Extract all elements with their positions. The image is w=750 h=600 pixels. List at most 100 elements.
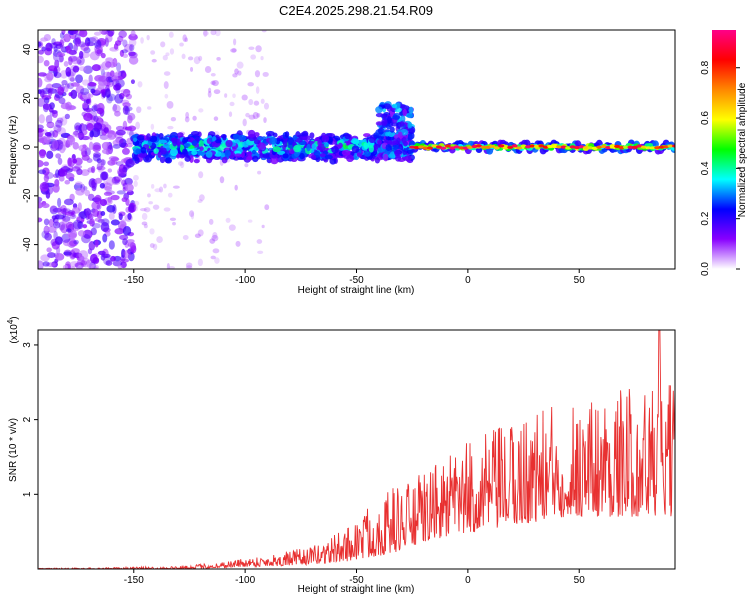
spectrogram-cell bbox=[104, 185, 113, 192]
spectrogram-cell bbox=[149, 135, 158, 143]
spectrogram-cell bbox=[75, 74, 83, 84]
spectrogram-cell bbox=[86, 262, 95, 269]
spectrogram-cell bbox=[125, 183, 134, 192]
spectrogram-cell bbox=[256, 239, 263, 244]
spectrogram-cell bbox=[94, 239, 99, 248]
spectrogram-cell bbox=[55, 253, 65, 261]
spectrogram-cell bbox=[587, 146, 594, 150]
colorbar-gradient bbox=[712, 30, 736, 269]
spectrogram-cell bbox=[78, 50, 84, 59]
spectrogram-cell bbox=[127, 114, 133, 124]
spectrogram-cell bbox=[245, 112, 250, 118]
spectrogram-cell bbox=[383, 153, 389, 162]
spectrogram-cell bbox=[263, 117, 267, 123]
spectrogram-cell bbox=[324, 154, 333, 160]
spectrogram-cell bbox=[399, 121, 405, 127]
spectrogram-cell bbox=[385, 144, 392, 152]
x-tick-label: 50 bbox=[574, 575, 586, 586]
spectrogram-cell bbox=[402, 150, 408, 155]
spectrogram-cell bbox=[422, 146, 429, 150]
spectrogram-cell bbox=[115, 129, 126, 136]
spectrogram-cell bbox=[116, 190, 126, 195]
spectrogram-cell bbox=[78, 66, 87, 72]
spectrogram-cell bbox=[71, 166, 81, 172]
spectrogram-cell bbox=[137, 81, 143, 88]
spectrogram-cell bbox=[529, 144, 536, 148]
spectrogram-cell bbox=[254, 70, 261, 78]
spectrogram-cell bbox=[126, 239, 135, 244]
spectrogram-cell bbox=[59, 46, 66, 52]
spectrogram-cell bbox=[99, 30, 106, 34]
spectrogram-cell bbox=[130, 244, 137, 254]
spectrogram-cell bbox=[116, 167, 127, 177]
x-tick-label: -150 bbox=[124, 575, 144, 586]
spectrogram-cell bbox=[74, 262, 79, 268]
spectrogram-cell bbox=[241, 94, 248, 101]
spectrogram-cell bbox=[71, 206, 81, 214]
spectrogram-cell bbox=[214, 257, 220, 264]
spectrogram-cell bbox=[402, 108, 408, 117]
spectrogram-cell bbox=[382, 113, 387, 119]
spectrogram-cell bbox=[60, 204, 67, 214]
spectrogram-cell bbox=[160, 147, 167, 155]
spectrogram-cell bbox=[43, 174, 49, 183]
spectrogram-cell bbox=[65, 45, 71, 54]
spectrogram-cell bbox=[115, 161, 124, 167]
spectrogram-cell bbox=[649, 146, 656, 150]
spectrogram-cell bbox=[129, 44, 135, 52]
spectrogram-cell bbox=[242, 141, 249, 148]
spectrogram-cell bbox=[115, 175, 122, 180]
spectrogram-cell bbox=[113, 176, 122, 182]
spectrogram-cell bbox=[50, 238, 58, 246]
spectrogram-cell bbox=[38, 169, 47, 175]
spectrogram-cell bbox=[49, 42, 58, 49]
spectrogram-cell bbox=[59, 38, 67, 43]
spectrogram-cell bbox=[87, 193, 95, 201]
spectrogram-cell bbox=[194, 233, 201, 238]
spectrogram-cell bbox=[133, 174, 139, 181]
spectrogram-cell bbox=[61, 220, 68, 226]
spectrogram-cell bbox=[178, 161, 184, 166]
spectrogram-cell bbox=[119, 220, 126, 229]
spectrogram-cell bbox=[427, 146, 433, 150]
spectrogram-cell bbox=[107, 159, 116, 166]
spectrogram-cell bbox=[341, 149, 351, 156]
spectrogram-cell bbox=[140, 37, 144, 44]
spectrogram-cell bbox=[158, 139, 168, 144]
spectrogram-cell bbox=[99, 198, 108, 207]
spectrogram-cell bbox=[182, 148, 188, 155]
spectrogram-cell bbox=[90, 165, 96, 174]
spectrogram-cell bbox=[82, 79, 90, 86]
spectrogram-cell bbox=[38, 201, 44, 209]
spectrogram-cell bbox=[228, 224, 236, 231]
spectrogram-cell bbox=[83, 107, 94, 112]
spectrogram-cell bbox=[183, 143, 191, 148]
spectrogram-cell bbox=[363, 150, 371, 157]
spectrogram-cell bbox=[97, 250, 106, 256]
spectrogram-cell bbox=[184, 116, 190, 123]
spectrogram-cell bbox=[374, 157, 380, 164]
spectrogram-cell bbox=[103, 255, 111, 266]
spectrogram-cell bbox=[110, 219, 120, 226]
colorbar-ticks: 0.0 0.2 0.4 0.6 0.8 bbox=[700, 60, 740, 276]
spectrogram-cell bbox=[64, 179, 71, 185]
spectrogram-cell bbox=[49, 102, 55, 110]
spectrogram-cell bbox=[42, 261, 50, 267]
spectrogram-cell bbox=[203, 30, 208, 37]
spectrogram-cell bbox=[166, 263, 170, 269]
x-tick-label: 0 bbox=[465, 575, 471, 586]
spectrogram-cell bbox=[213, 151, 222, 157]
spectrogram-cell bbox=[377, 127, 385, 135]
spectrogram-cell bbox=[109, 70, 115, 78]
spectrogram-cell bbox=[511, 144, 518, 148]
spectrogram-cell bbox=[368, 144, 374, 153]
spectrogram-cell bbox=[189, 210, 195, 217]
spectrogram-cell bbox=[85, 98, 91, 104]
spectrogram-cell bbox=[80, 87, 90, 96]
spectrogram-cell bbox=[120, 221, 127, 228]
spectrogram-cell bbox=[338, 142, 343, 149]
spectrogram-cell bbox=[435, 145, 442, 149]
spectrogram-cell bbox=[68, 240, 78, 247]
spectrogram-cell bbox=[237, 134, 247, 141]
spectrogram-cell bbox=[185, 111, 190, 119]
